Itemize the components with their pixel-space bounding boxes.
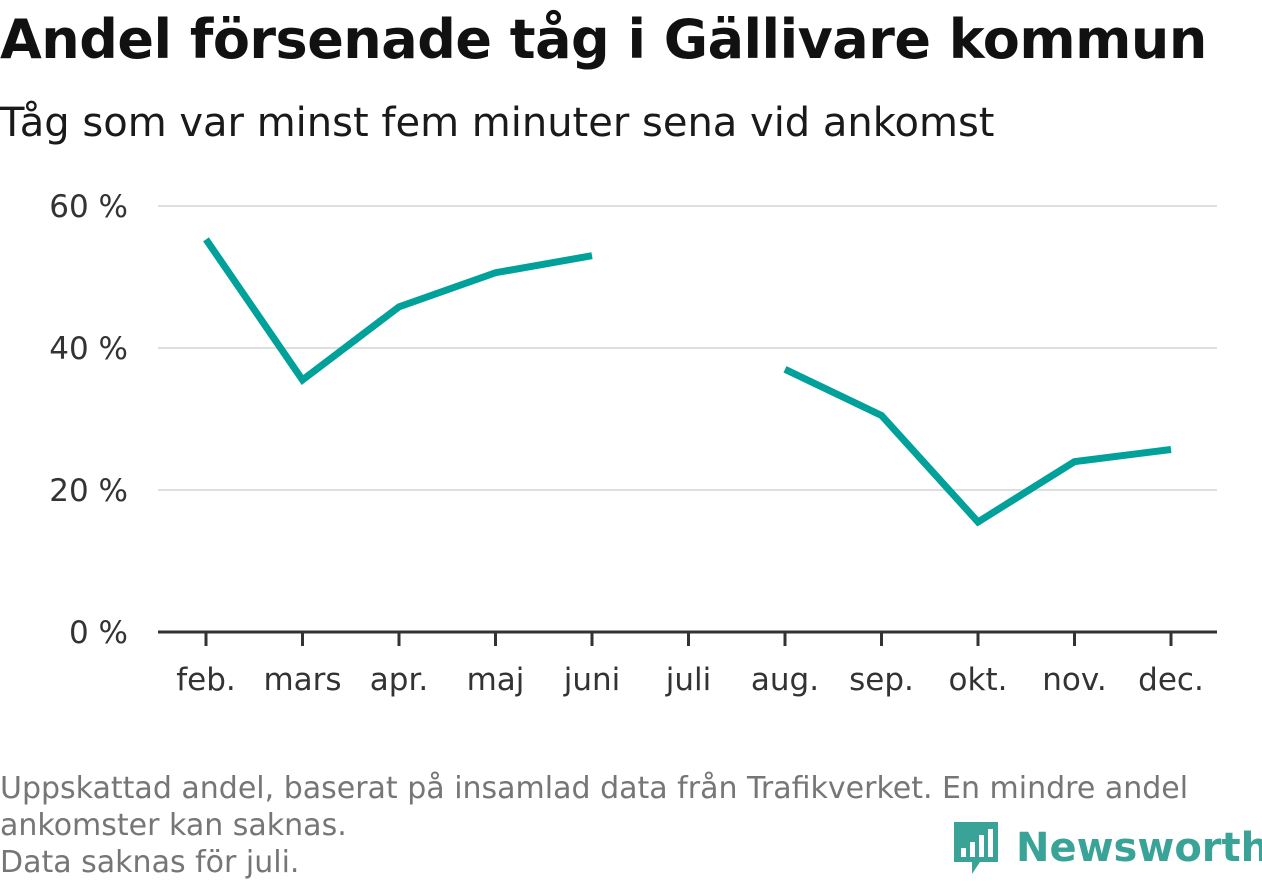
x-tick-label: nov. [1042, 662, 1106, 698]
x-tick-label: sep. [849, 662, 914, 698]
y-tick-label: 20 % [49, 473, 128, 509]
x-tick-label: dec. [1138, 662, 1204, 698]
footer-note-line1: Uppskattad andel, baserat på insamlad da… [0, 771, 1189, 806]
brand-name: Newsworthy [1016, 825, 1262, 871]
x-tick-label: juni [563, 662, 621, 698]
chart-footer: Uppskattad andel, baserat på insamlad da… [0, 770, 1188, 881]
brand-logo: Newsworthy [950, 818, 1262, 878]
line-chart: 0 % 20 % 40 % 60 % feb. mars apr. maj juni juli au… [49, 189, 1217, 698]
y-tick-label: 0 % [69, 615, 128, 651]
y-tick-label: 60 % [49, 189, 128, 225]
footer-note-line3: Data saknas för juli. [0, 845, 300, 880]
x-tick-label: juli [665, 662, 712, 698]
bar-chart-speech-bubble-icon [954, 822, 998, 874]
x-tick-label: aug. [751, 662, 819, 698]
footer-note-line2: ankomster kan saknas. [0, 808, 347, 843]
chart-subtitle: Tåg som var minst fem minuter sena vid a… [0, 100, 995, 146]
x-tick-label: maj [467, 662, 525, 698]
series-line [783, 366, 1172, 527]
x-tick-label: feb. [176, 662, 236, 698]
x-tick-label: mars [263, 662, 341, 698]
chart-title: Andel försenade tåg i Gällivare kommun [0, 8, 1207, 71]
series-line [203, 237, 593, 385]
x-tick-label: okt. [949, 662, 1008, 698]
x-tick-label: apr. [370, 662, 428, 698]
y-tick-label: 40 % [49, 331, 128, 367]
